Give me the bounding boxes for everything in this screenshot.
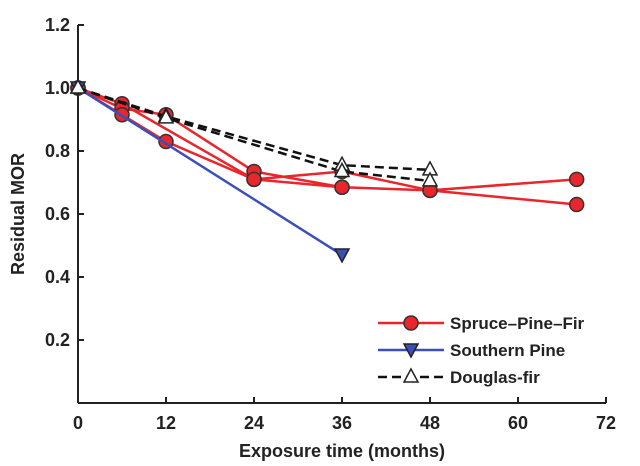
data-point xyxy=(568,196,585,213)
data-point xyxy=(246,171,262,188)
legend-marker xyxy=(403,315,419,331)
data-point xyxy=(568,171,585,188)
x-tick-label: 0 xyxy=(73,413,83,433)
y-axis-title: Residual MOR xyxy=(8,153,28,275)
x-tick-label: 72 xyxy=(596,413,616,433)
y-tick-label: 0.6 xyxy=(45,204,70,224)
series-douglas-fir xyxy=(69,78,439,187)
data-point xyxy=(333,161,351,178)
series-line xyxy=(77,86,343,257)
x-tick-label: 60 xyxy=(508,413,528,433)
x-tick-label: 48 xyxy=(420,413,440,433)
legend-label: Douglas-fir xyxy=(450,368,540,387)
legend-label: Spruce–Pine–Fir xyxy=(450,314,585,333)
y-tick-label: 0.2 xyxy=(45,330,70,350)
x-tick-label: 12 xyxy=(156,413,176,433)
legend-item: Southern Pine xyxy=(378,341,565,360)
axes: 0 12 24 36 48 60 72 0.2 0.4 0.6 0.8 1.0 1.2 xyxy=(45,15,616,433)
y-tick-label: 1.2 xyxy=(45,15,70,35)
series-line xyxy=(77,86,577,192)
data-point xyxy=(333,248,351,264)
data-point xyxy=(157,108,175,124)
series-spruce-pine-fir xyxy=(70,80,585,213)
legend-marker xyxy=(402,343,420,359)
series-line xyxy=(77,86,431,172)
x-axis-title: Exposure time (months) xyxy=(239,441,445,461)
legend-item: Spruce–Pine–Fir xyxy=(378,314,585,333)
legend-label: Southern Pine xyxy=(450,341,565,360)
x-tick-label: 24 xyxy=(244,413,264,433)
y-tick-label: 1.0 xyxy=(45,78,70,98)
legend-item: Douglas-fir xyxy=(378,367,540,387)
series-southern-pine xyxy=(69,81,351,264)
series-line xyxy=(77,86,431,183)
data-point xyxy=(334,179,350,195)
y-tick-label: 0.4 xyxy=(45,267,70,287)
series-layer xyxy=(69,78,585,264)
legend: Spruce–Pine–Fir Southern Pine Douglas-fir xyxy=(378,314,585,387)
data-point xyxy=(69,78,87,94)
x-tick-label: 36 xyxy=(332,413,352,433)
legend-marker xyxy=(402,367,420,383)
y-tick-label: 0.8 xyxy=(45,141,70,161)
data-point xyxy=(421,171,439,187)
